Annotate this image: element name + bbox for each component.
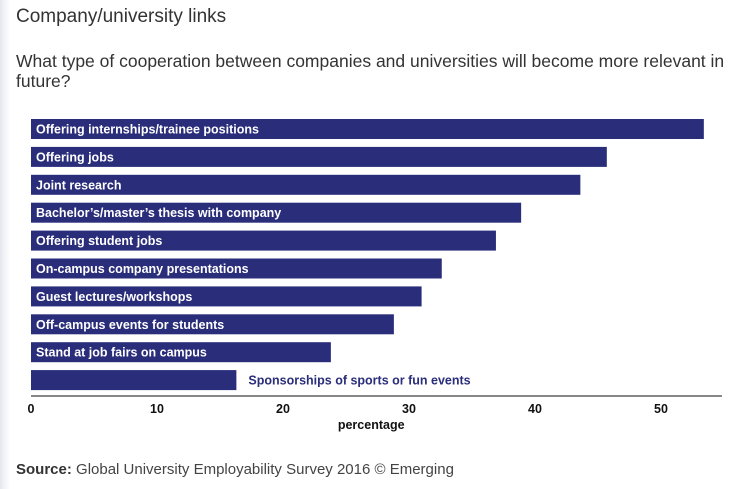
bar-7 — [31, 286, 422, 307]
bar-6 — [31, 258, 442, 279]
bar-10 — [31, 370, 237, 391]
bar-1 — [31, 119, 704, 139]
bar-label-10: Sponsorships of sports or fun events — [248, 374, 470, 388]
bar-label-4: Bachelor’s/master’s thesis with company — [36, 206, 281, 220]
bar-label-3: Joint research — [36, 178, 121, 192]
bar-label-6: On-campus company presentations — [36, 262, 249, 276]
bar-label-9: Stand at job fairs on campus — [36, 346, 207, 360]
bar-label-2: Offering jobs — [36, 150, 114, 164]
x-tick-label-40: 40 — [528, 402, 542, 416]
left-edge-shadow — [0, 0, 10, 489]
source-text: Global University Employability Survey 2… — [71, 461, 454, 478]
x-tick-label-20: 20 — [276, 402, 290, 416]
bar-2 — [31, 146, 607, 167]
source-note: Source: Global University Employability … — [16, 461, 454, 478]
bar-5 — [31, 230, 496, 251]
bar-3 — [31, 174, 581, 195]
x-axis-label: percentage — [338, 418, 405, 432]
bar-8 — [31, 314, 394, 335]
x-tick-label-30: 30 — [402, 402, 416, 416]
bar-label-5: Offering student jobs — [36, 234, 162, 248]
source-label: Source: — [16, 461, 72, 478]
x-tick-label-50: 50 — [654, 402, 668, 416]
bar-label-7: Guest lectures/workshops — [36, 290, 192, 304]
bar-label-1: Offering internships/trainee positions — [36, 123, 259, 137]
bar-4 — [31, 202, 522, 223]
page-title: Company/university links — [16, 6, 227, 27]
x-tick-label-10: 10 — [150, 402, 164, 416]
chart-title: What type of cooperation between compani… — [16, 51, 725, 91]
bar-9 — [31, 342, 331, 363]
bar-label-8: Off-campus events for students — [36, 318, 224, 332]
x-tick-label-0: 0 — [28, 402, 35, 416]
